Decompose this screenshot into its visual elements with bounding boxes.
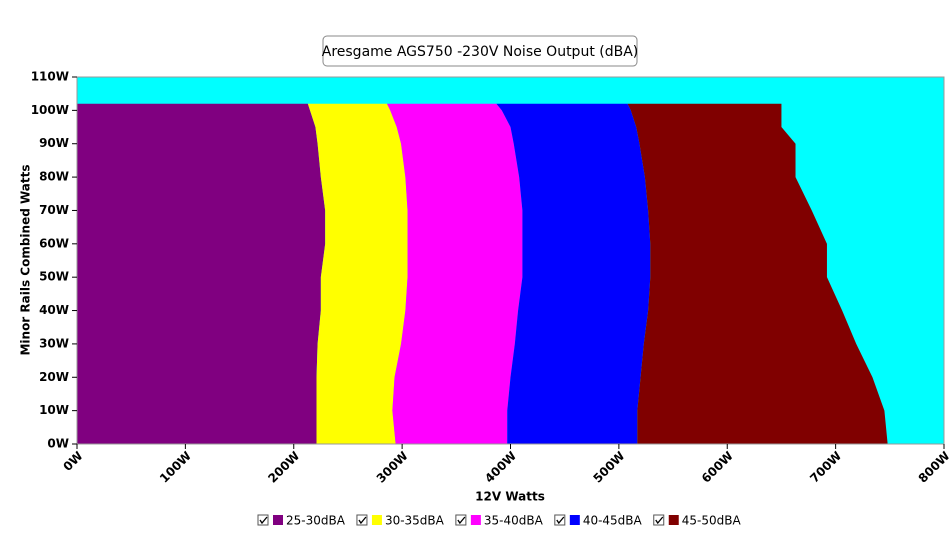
x-tick-label: 300W — [374, 449, 411, 486]
noise-region — [77, 103, 326, 444]
y-axis-label: Minor Rails Combined Watts — [19, 164, 33, 355]
noise-region — [307, 103, 408, 444]
y-tick-label: 0W — [47, 437, 69, 451]
legend-check — [358, 516, 367, 525]
legend-label[interactable]: 40-45dBA — [583, 514, 643, 528]
y-tick-label: 20W — [39, 370, 69, 384]
y-tick-label: 40W — [39, 303, 69, 317]
x-tick-label: 0W — [60, 449, 85, 474]
x-tick-label: 500W — [590, 449, 627, 486]
noise-region — [496, 103, 651, 444]
legend-label[interactable]: 30-35dBA — [385, 514, 445, 528]
legend-check — [556, 516, 565, 525]
y-tick-label: 100W — [31, 103, 69, 117]
legend-label[interactable]: 45-50dBA — [682, 514, 742, 528]
x-tick-label: 200W — [265, 449, 302, 486]
x-tick-label: 600W — [699, 449, 736, 486]
legend-swatch — [371, 515, 382, 525]
title-box — [322, 35, 638, 67]
legend-check — [457, 516, 466, 525]
legend-checkbox[interactable] — [257, 514, 269, 526]
legend-swatch — [668, 515, 679, 525]
noise-region — [386, 103, 523, 444]
x-tick-label: 100W — [157, 449, 194, 486]
legend-label[interactable]: 25-30dBA — [286, 514, 346, 528]
legend-checkbox[interactable] — [356, 514, 368, 526]
chart-title: Aresgame AGS750 -230V Noise Output (dBA) — [322, 44, 639, 60]
x-tick-label: 700W — [807, 449, 844, 486]
y-tick-label: 50W — [39, 270, 69, 284]
y-tick-label: 110W — [31, 70, 69, 84]
x-tick-label: 800W — [916, 449, 950, 486]
noise-region — [627, 103, 888, 444]
y-tick-label: 60W — [39, 236, 69, 250]
x-tick-label: 400W — [482, 449, 519, 486]
legend-check — [655, 516, 664, 525]
legend-checkbox[interactable] — [554, 514, 566, 526]
y-tick-label: 70W — [39, 203, 69, 217]
legend-swatch — [470, 515, 481, 525]
legend-swatch — [569, 515, 580, 525]
y-tick-label: 80W — [39, 170, 69, 184]
y-tick-label: 30W — [39, 336, 69, 350]
x-axis-label: 12V Watts — [475, 490, 545, 504]
legend-swatch — [273, 515, 283, 525]
legend-label[interactable]: 35-40dBA — [484, 514, 544, 528]
y-tick-label: 10W — [39, 403, 69, 417]
y-tick-label: 90W — [39, 136, 69, 150]
legend-checkbox[interactable] — [653, 514, 665, 526]
legend-checkbox[interactable] — [455, 514, 467, 526]
legend-check — [259, 516, 268, 525]
